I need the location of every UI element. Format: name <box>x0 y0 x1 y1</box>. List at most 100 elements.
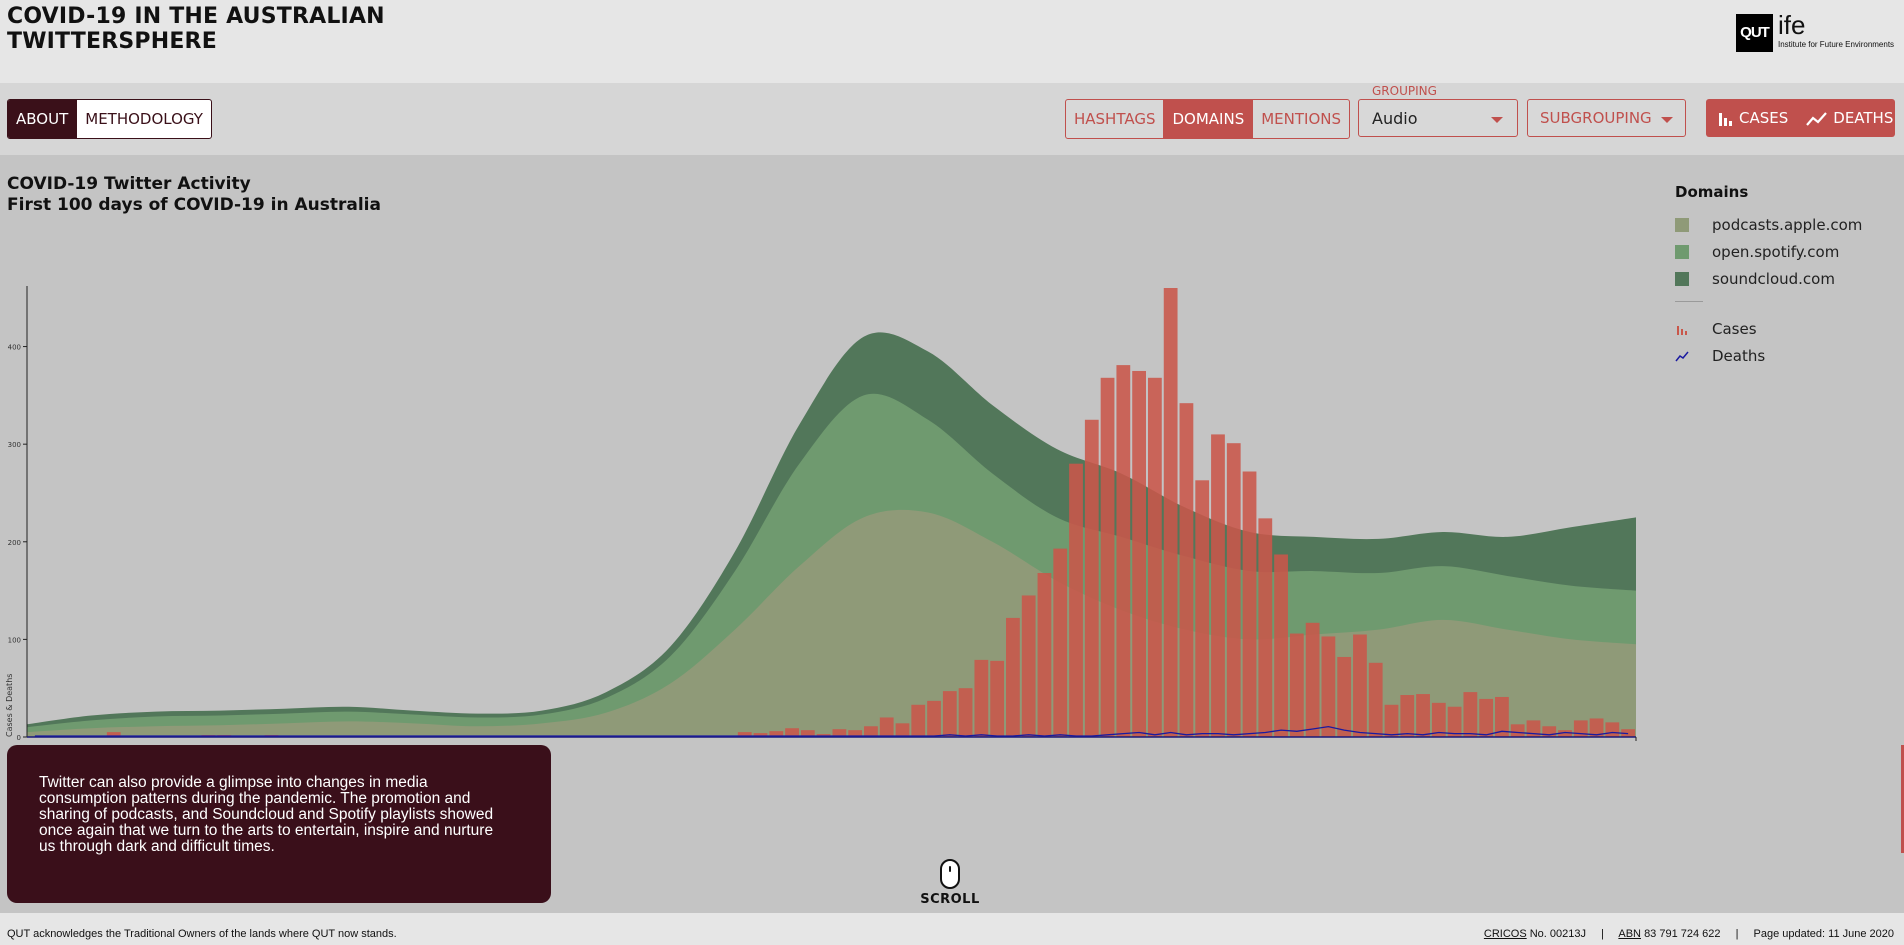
chevron-down-icon <box>1491 117 1503 123</box>
y-tick-label: 400 <box>8 344 21 352</box>
methodology-button[interactable]: METHODOLOGY <box>85 110 203 128</box>
chart-title: COVID-19 Twitter Activity First 100 days… <box>7 174 381 216</box>
site-footer: QUT acknowledges the Traditional Owners … <box>0 913 1904 945</box>
acknowledgement-text: QUT acknowledges the Traditional Owners … <box>7 928 397 940</box>
case-bar <box>832 729 847 737</box>
cases-button[interactable]: CASES <box>1706 99 1794 137</box>
grouping-label: GROUPING <box>1372 84 1437 98</box>
abn-value: 83 791 724 622 <box>1644 928 1721 940</box>
legend-item-soundcloud[interactable]: soundcloud.com <box>1675 270 1835 288</box>
site-title: COVID-19 IN THE AUSTRALIAN TWITTERSPHERE <box>7 4 385 54</box>
legend-label: podcasts.apple.com <box>1712 216 1863 234</box>
scroll-indicator[interactable]: SCROLL <box>919 859 981 907</box>
case-bar <box>958 688 973 737</box>
case-bar <box>1305 622 1320 737</box>
site-title-line2: TWITTERSPHERE <box>7 29 217 54</box>
footer-info: CRICOS No. 00213J | ABN 83 791 724 622 |… <box>1484 928 1894 940</box>
cases-button-label: CASES <box>1739 109 1789 127</box>
case-bar <box>879 717 894 737</box>
legend-label: open.spotify.com <box>1712 243 1840 261</box>
case-bar <box>1337 656 1352 737</box>
chart-title-line1: COVID-19 Twitter Activity <box>7 174 251 194</box>
scroll-label: SCROLL <box>920 892 980 907</box>
y-axis-label: Cases & Deaths <box>5 674 14 737</box>
qut-logo-box: QUT <box>1736 14 1773 52</box>
case-bar <box>737 732 752 737</box>
legend-item-spotify[interactable]: open.spotify.com <box>1675 243 1839 261</box>
legend-item-deaths[interactable]: Deaths <box>1675 347 1765 365</box>
cricos-link[interactable]: CRICOS <box>1483 928 1527 940</box>
case-bar <box>106 732 121 737</box>
case-bar <box>1542 726 1557 737</box>
case-bar <box>1147 377 1162 737</box>
page-updated: Page updated: 11 June 2020 <box>1753 928 1894 940</box>
about-methodology-toggle: ABOUT METHODOLOGY <box>7 99 212 139</box>
line-chart-icon <box>1675 349 1689 363</box>
qut-ife-logo[interactable]: QUT ife Institute for Future Environment… <box>1736 10 1896 54</box>
case-bar <box>1195 480 1210 737</box>
chevron-down-icon <box>1661 117 1673 123</box>
case-bar <box>864 726 878 737</box>
case-bar <box>1353 634 1367 737</box>
case-bar <box>1479 698 1494 737</box>
site-title-line1: COVID-19 IN THE AUSTRALIAN <box>7 4 385 29</box>
mouse-icon <box>940 859 960 889</box>
case-bar <box>942 691 957 737</box>
case-bar <box>1226 443 1241 737</box>
case-bar <box>1510 724 1525 737</box>
twitter-activity-chart: 0 100 200 300 400 Cases & Deaths <box>5 286 1637 742</box>
ife-logo-text: ife <box>1778 10 1806 40</box>
case-bar <box>974 659 989 737</box>
legend-label: Cases <box>1712 320 1757 338</box>
case-bar <box>800 730 815 737</box>
legend-title: Domains <box>1675 183 1749 201</box>
legend-swatch <box>1675 218 1689 232</box>
case-bar <box>1289 633 1304 737</box>
case-bar <box>990 660 1005 737</box>
about-button[interactable]: ABOUT <box>8 100 78 138</box>
case-bar <box>1605 722 1620 737</box>
chart-subtitle: First 100 days of COVID-19 in Australia <box>7 195 381 215</box>
abn-link[interactable]: ABN <box>1618 928 1641 940</box>
legend-item-podcasts[interactable]: podcasts.apple.com <box>1675 216 1862 234</box>
case-bar <box>848 730 863 737</box>
subgrouping-select[interactable]: SUBGROUPING <box>1527 99 1686 137</box>
case-bar <box>1037 573 1052 737</box>
case-bar <box>1132 370 1146 737</box>
chart-legend: Domains podcasts.apple.com open.spotify.… <box>1675 183 1895 365</box>
side-tab[interactable] <box>1901 745 1904 853</box>
domains-button[interactable]: DOMAINS <box>1164 100 1254 138</box>
case-bar <box>1021 595 1036 737</box>
case-bar <box>1495 696 1509 737</box>
grouping-select[interactable]: Audio <box>1358 99 1518 137</box>
metric-toggle: CASES DEATHS <box>1706 99 1895 137</box>
case-bar <box>1116 365 1131 737</box>
mentions-button[interactable]: MENTIONS <box>1261 110 1341 128</box>
hashtags-button[interactable]: HASHTAGS <box>1066 100 1165 138</box>
story-text: Twitter can also provide a glimpse into … <box>39 774 494 855</box>
y-tick-label: 200 <box>8 539 21 547</box>
deaths-button-label: DEATHS <box>1833 109 1894 127</box>
case-bar <box>927 700 941 737</box>
case-bar <box>1006 617 1020 737</box>
deaths-button[interactable]: DEATHS <box>1794 99 1899 137</box>
footer-separator: | <box>1735 928 1739 940</box>
case-bar <box>911 704 926 737</box>
case-bar <box>1321 636 1336 737</box>
y-tick-label: 0 <box>17 734 21 742</box>
case-bar <box>1463 692 1478 737</box>
site-header: COVID-19 IN THE AUSTRALIAN TWITTERSPHERE… <box>0 0 1904 83</box>
grouping-select-value: Audio <box>1372 109 1418 128</box>
bar-chart-icon <box>1719 113 1732 126</box>
data-type-toggle: HASHTAGS DOMAINS MENTIONS <box>1065 99 1350 139</box>
bar-chart-icon <box>1675 322 1689 336</box>
case-bar <box>1447 706 1462 737</box>
ife-logo-subtitle: Institute for Future Environments <box>1778 40 1895 49</box>
subgrouping-select-label: SUBGROUPING <box>1540 109 1652 127</box>
legend-item-cases[interactable]: Cases <box>1675 320 1757 338</box>
y-tick-label: 100 <box>8 636 21 644</box>
case-bar <box>769 731 784 737</box>
case-bar <box>1384 704 1399 737</box>
legend-divider <box>1675 301 1703 302</box>
case-bar <box>895 723 910 737</box>
